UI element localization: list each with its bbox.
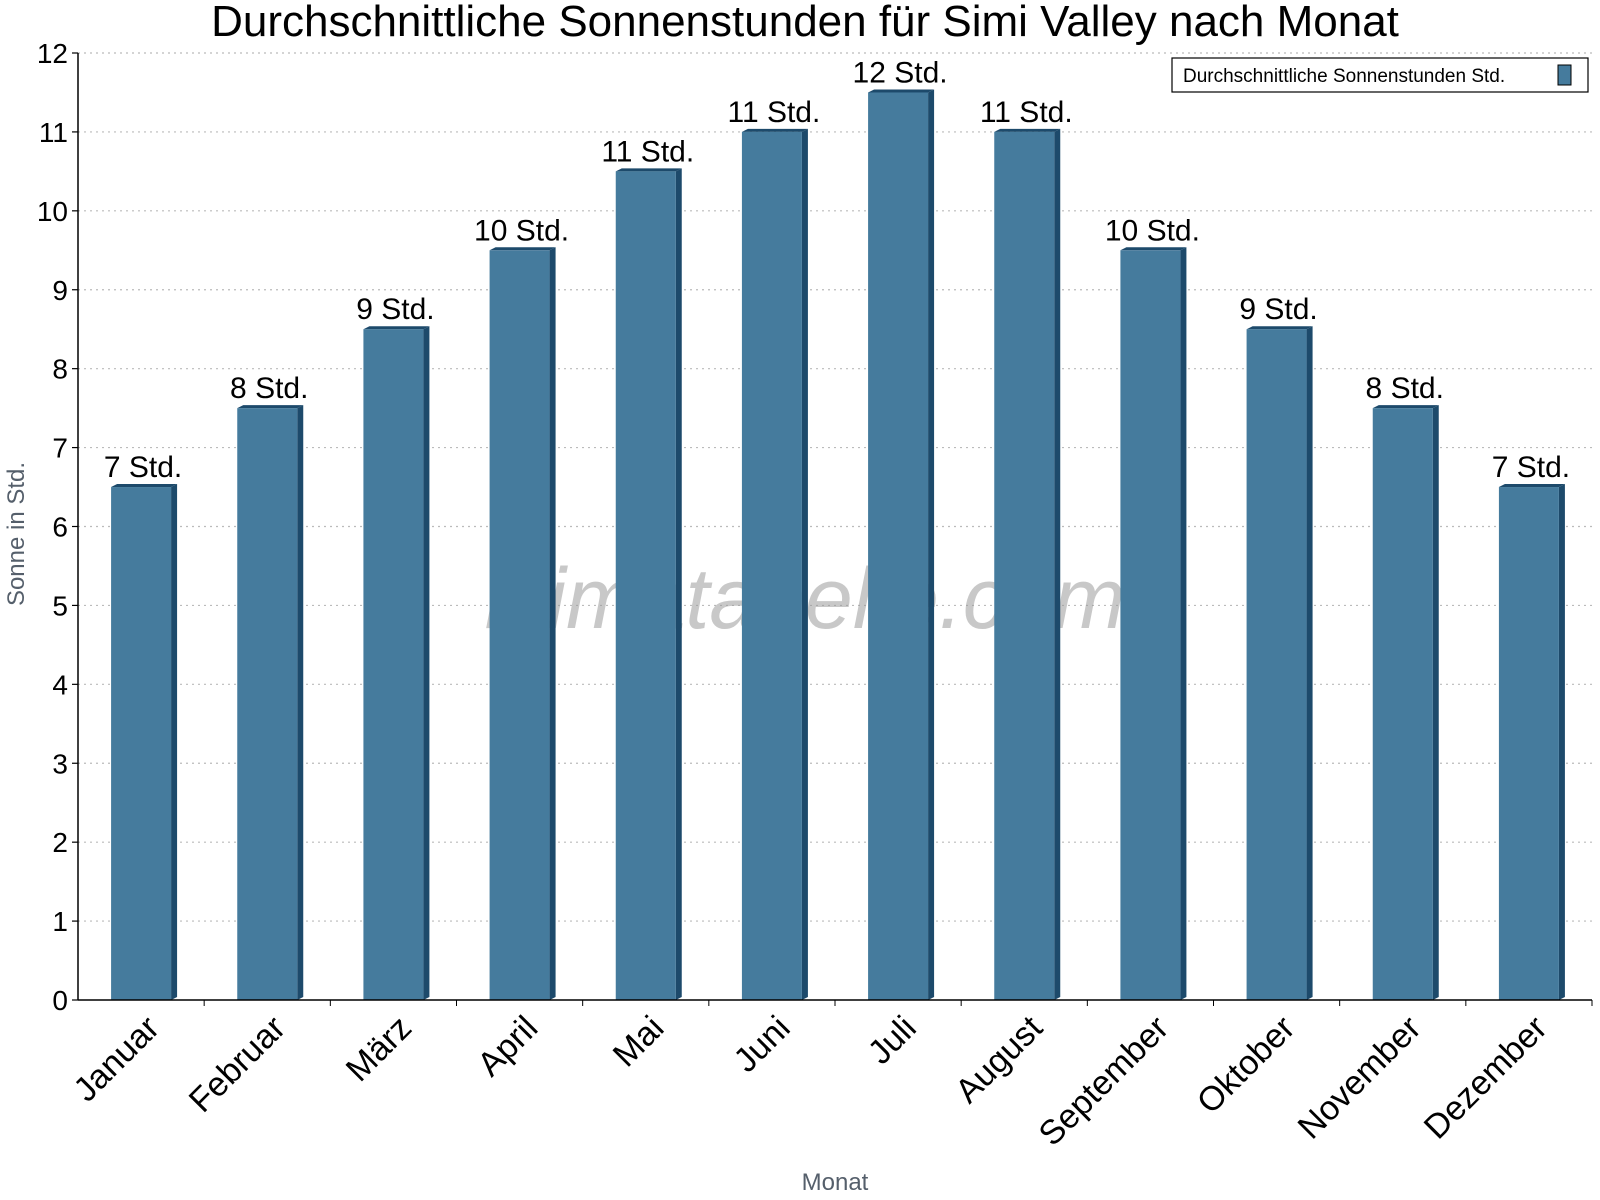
y-axis-label: Sonne in Std. — [3, 462, 30, 606]
y-tick-label: 5 — [52, 590, 68, 621]
x-tick-label: Mai — [606, 1009, 672, 1075]
bar-side — [928, 89, 935, 1001]
y-tick-label: 8 — [52, 354, 68, 385]
bar — [1120, 247, 1187, 1000]
bar — [868, 89, 935, 1001]
y-tick-label: 0 — [52, 985, 68, 1016]
bar-front — [1372, 408, 1433, 1000]
bar-value-label: 7 Std. — [104, 451, 182, 484]
x-tick-label: August — [948, 1008, 1050, 1110]
bar-value-label: 7 Std. — [1492, 451, 1570, 484]
legend: Durchschnittliche Sonnenstunden Std. — [1171, 57, 1589, 93]
x-tick-label: Februar — [182, 1009, 293, 1120]
x-tick-label: Dezember — [1417, 1009, 1555, 1147]
y-tick-label: 4 — [52, 669, 68, 700]
bar-front — [1498, 487, 1559, 1001]
x-tick-label: April — [470, 1009, 545, 1084]
bar-value-label: 11 Std. — [980, 96, 1073, 129]
x-tick-label: März — [339, 1009, 419, 1089]
bar — [741, 128, 808, 1000]
bar-top — [1120, 247, 1187, 251]
x-tick-label: Oktober — [1190, 1009, 1302, 1121]
bar-front — [868, 92, 929, 1001]
x-tick-label: Juli — [861, 1009, 924, 1072]
bar-top — [1372, 405, 1439, 409]
bar — [1498, 484, 1565, 1001]
bar — [1372, 405, 1439, 1000]
bar-value-label: 8 Std. — [230, 372, 308, 405]
bar-top — [237, 405, 304, 409]
x-tick-label: September — [1032, 1009, 1176, 1153]
bar-front — [111, 487, 172, 1001]
grid-lines — [78, 52, 1592, 922]
bar-value-label: 10 Std. — [474, 214, 569, 247]
bar-top — [1246, 326, 1313, 330]
bar-front — [1246, 329, 1307, 1000]
bar-value-label: 11 Std. — [727, 96, 820, 129]
axes — [77, 53, 1593, 1006]
bar-top — [1498, 484, 1565, 488]
bar-front — [741, 131, 802, 1000]
y-tick-label: 12 — [37, 38, 68, 69]
bar-front — [615, 171, 676, 1000]
y-tick-label: 11 — [39, 117, 68, 148]
x-axis-label: Monat — [802, 1169, 869, 1196]
bar-value-label: 12 Std. — [853, 56, 948, 89]
bar-side — [423, 326, 430, 1000]
bar — [363, 326, 430, 1000]
bar — [111, 484, 178, 1001]
bar-side — [549, 247, 556, 1000]
bar-side — [801, 128, 808, 1000]
bar — [1246, 326, 1313, 1000]
bar-side — [1180, 247, 1187, 1000]
bar-front — [994, 131, 1055, 1000]
bars — [111, 89, 1565, 1001]
x-tick-label: November — [1291, 1009, 1429, 1147]
x-tick-label: Januar — [66, 1009, 166, 1109]
bar-top — [615, 168, 682, 172]
bar-front — [363, 329, 424, 1000]
bar-top — [363, 326, 430, 330]
bar — [615, 168, 682, 1000]
bar-top — [741, 128, 808, 132]
chart-title: Durchschnittliche Sonnenstunden für Simi… — [211, 0, 1399, 46]
bar-front — [1120, 250, 1181, 1000]
bar — [489, 247, 556, 1000]
bar-value-label: 9 Std. — [356, 293, 434, 326]
y-tick-label: 7 — [52, 433, 68, 464]
bar-value-label: 8 Std. — [1366, 372, 1444, 405]
bar-side — [1432, 405, 1439, 1000]
bar-top — [994, 128, 1061, 132]
bar-top — [111, 484, 178, 488]
y-tick-label: 3 — [52, 748, 68, 779]
value-labels: 7 Std. 8 Std. 9 Std. 10 Std. 11 Std. 11 Std. 1… — [104, 56, 1570, 484]
y-tick-label: 9 — [52, 275, 68, 306]
y-tick-label: 6 — [52, 512, 68, 543]
x-tick-label: Juni — [727, 1009, 798, 1080]
x-tick-labels: Januar Februar März April Mai Juni Juli AugustS… — [66, 1008, 1554, 1153]
bar-top — [489, 247, 556, 251]
bar-front — [489, 250, 550, 1000]
bar-side — [675, 168, 682, 1000]
y-tick-label: 1 — [52, 906, 68, 937]
y-tick-label: 10 — [37, 196, 68, 227]
bar-value-label: 11 Std. — [601, 135, 694, 168]
legend-label: Durchschnittliche Sonnenstunden Std. — [1183, 66, 1505, 87]
y-tick-label: 2 — [52, 827, 68, 858]
bar-side — [297, 405, 304, 1000]
bar-top — [868, 89, 935, 93]
bar-value-label: 9 Std. — [1239, 293, 1317, 326]
bar-side — [171, 484, 178, 1001]
bar-side — [1054, 128, 1061, 1000]
bar — [237, 405, 304, 1000]
legend-swatch — [1557, 64, 1572, 86]
bar-side — [1306, 326, 1313, 1000]
legend-box — [1171, 57, 1589, 93]
bar — [994, 128, 1061, 1000]
bar-side — [1558, 484, 1565, 1001]
bar-value-label: 10 Std. — [1105, 214, 1200, 247]
bar-front — [237, 408, 298, 1000]
